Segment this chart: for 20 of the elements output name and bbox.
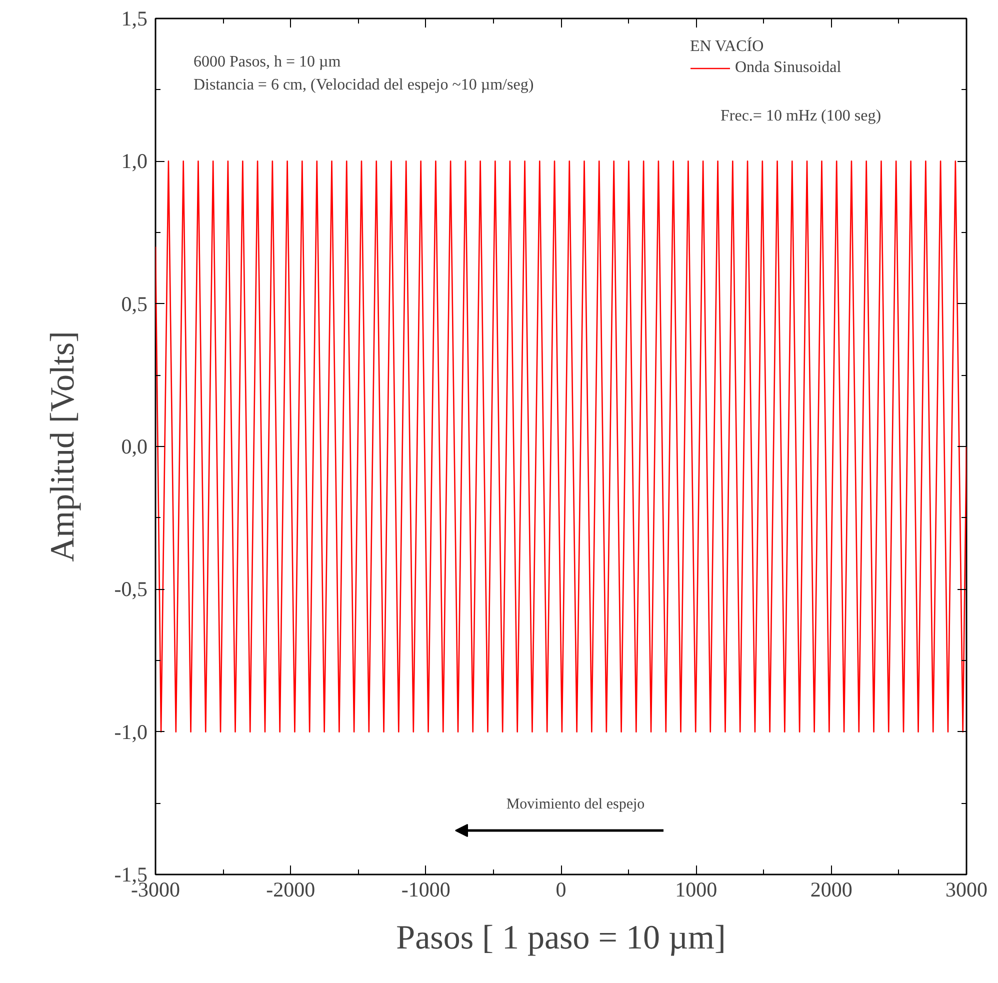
x-tick-label: 1000: [675, 878, 718, 902]
y-tick-label: 0,0: [121, 434, 148, 458]
y-tick-label: -0,5: [114, 577, 148, 602]
y-tick-label: 1,5: [121, 6, 148, 30]
x-tick-label: 2000: [810, 878, 852, 902]
y-tick-label: 0,5: [121, 292, 148, 316]
x-axis-title: Pasos [ 1 paso = 10 µm]: [396, 920, 726, 956]
annotation: 6000 Pasos, h = 10 µm: [194, 54, 342, 70]
y-tick-label: 1,0: [121, 149, 148, 174]
y-tick-label: -1,0: [114, 720, 148, 744]
annotation: Distancia = 6 cm, (Velocidad del espejo ~10 µm/seg): [194, 76, 534, 94]
legend-label: Onda Sinusoidal: [735, 59, 842, 77]
annotation: Movimiento del espejo: [506, 796, 645, 812]
legend-title: EN VACÍO: [690, 38, 765, 56]
x-tick-label: 3000: [946, 878, 988, 902]
y-axis-title: Amplitud [Volts]: [44, 331, 82, 562]
x-tick-label: -1000: [401, 878, 450, 902]
x-tick-label: -2000: [266, 878, 316, 902]
x-tick-label: 0: [556, 878, 566, 902]
annotation: Frec.= 10 mHz (100 seg): [720, 108, 882, 124]
